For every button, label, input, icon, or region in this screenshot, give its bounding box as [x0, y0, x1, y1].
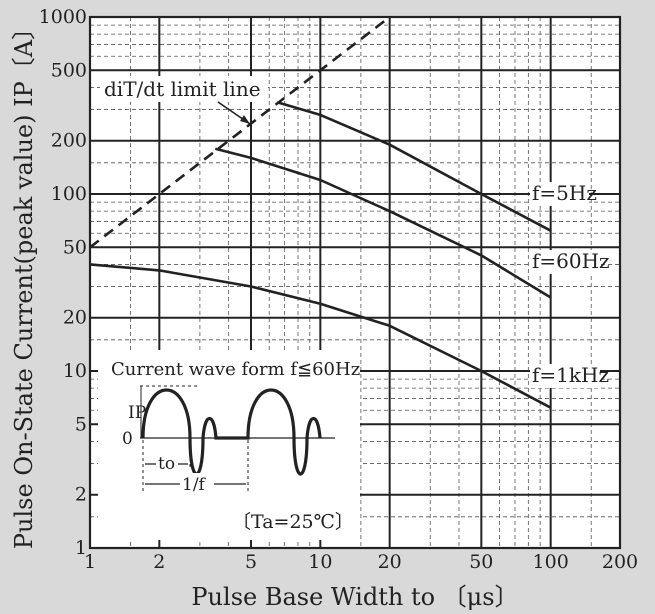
inset-background [98, 350, 360, 540]
curve-label: f=5Hz [532, 181, 597, 205]
x-tick-label: 50 [469, 551, 493, 573]
x-tick-label: 20 [378, 551, 402, 573]
y-axis-label: Pulse On-State Current(peak value) IP〔A〕 [10, 16, 38, 549]
x-tick-label: 100 [533, 551, 569, 573]
inset-to-label: to [158, 454, 175, 474]
x-tick-label: 200 [602, 551, 638, 573]
limit-label-bg [100, 76, 268, 102]
limit-line-label: diT/dt limit line [104, 77, 261, 101]
series-line-0 [276, 100, 552, 232]
y-tick-label: 5 [75, 413, 87, 435]
y-tick-label: 50 [63, 236, 87, 258]
plot-frame [88, 15, 622, 550]
x-tick-label: 5 [245, 551, 257, 573]
x-tick-label: 10 [308, 551, 332, 573]
tick-labels: 1 2 5 10 20 50 100 200 1 2 5 10 20 50 100 200 500 1000 [39, 6, 638, 573]
y-tick-label: 10 [63, 360, 87, 382]
y-tick-label: 1 [75, 537, 87, 559]
inset-waveform-curve [141, 388, 322, 476]
y-tick-label: 500 [51, 59, 87, 81]
inset-title: Current wave form f≦60Hz [111, 359, 360, 380]
x-axis-label: Pulse Base Width to 〔μs〕 [191, 583, 518, 611]
inset-ip-label: IP [128, 403, 146, 423]
series-line-3 [89, 15, 391, 249]
curve-label-bg [530, 182, 589, 206]
y-tick-label: 20 [63, 307, 87, 329]
series-layer [89, 15, 552, 409]
curve-label-bg [530, 364, 600, 388]
series-line-2 [89, 263, 552, 409]
inset-period-label-bg [180, 473, 214, 493]
curve-label: f=60Hz [532, 249, 610, 273]
y-tick-label: 2 [75, 484, 87, 506]
inset-zero-label: 0 [122, 429, 133, 449]
inset-to-label-bg [156, 453, 178, 471]
y-tick-label: 100 [51, 183, 87, 205]
curve-label-bg [530, 250, 600, 274]
inset-period-label: 1/f [182, 475, 207, 495]
condition-label: 〔Ta=25℃〕 [232, 511, 354, 533]
x-tick-label: 2 [153, 551, 165, 573]
y-tick-label: 1000 [39, 6, 87, 28]
x-tick-label: 1 [84, 551, 96, 573]
limit-label-arrowhead [240, 115, 250, 124]
annotation-layer: diT/dt limit line f=5Hz f=60Hz f=1kHz [100, 76, 610, 388]
curve-label: f=1kHz [532, 363, 609, 387]
inset-waveform: Current wave form f≦60Hz IP 0 to 1/f 〔Ta=25℃〕 [98, 350, 360, 540]
y-tick-label: 200 [51, 130, 87, 152]
series-line-1 [214, 147, 552, 299]
